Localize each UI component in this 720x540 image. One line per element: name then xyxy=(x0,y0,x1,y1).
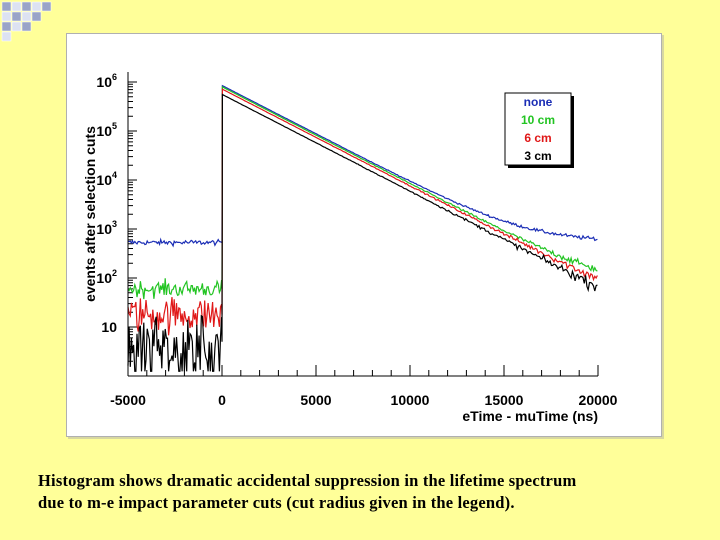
caption: Histogram shows dramatic accidental supp… xyxy=(38,470,708,514)
checker-cell xyxy=(1,1,12,12)
x-tick-label: 15000 xyxy=(485,392,524,408)
lifetime-spectrum-chart: 10 102 103 104 105 106 events after selection … xyxy=(82,72,618,424)
series-line-2 xyxy=(127,85,598,300)
legend-shadow-bottom xyxy=(508,165,574,168)
caption-line-2: due to m-e impact parameter cuts (cut ra… xyxy=(38,493,515,512)
checker-cell xyxy=(11,11,22,22)
y-tick-label: 103 xyxy=(96,219,117,237)
checker-cell xyxy=(41,1,52,12)
legend-entry: 6 cm xyxy=(524,131,551,145)
y-tick-label: 104 xyxy=(96,170,117,188)
checker-cell xyxy=(1,31,12,42)
legend: none 10 cm 6 cm 3 cm xyxy=(504,92,574,168)
y-axis-label: events after selection cuts xyxy=(82,126,98,302)
legend-entry: 3 cm xyxy=(524,149,551,163)
checker-cell xyxy=(1,11,12,22)
x-tick-label: 5000 xyxy=(300,392,331,408)
legend-entry: none xyxy=(524,95,553,109)
checker-cell xyxy=(31,11,42,22)
checker-cell xyxy=(21,1,32,12)
series-group xyxy=(127,84,598,372)
legend-entry: 10 cm xyxy=(521,113,555,127)
series-line-4 xyxy=(127,93,598,372)
checker-cell xyxy=(11,1,22,12)
plot-frame: 10 102 103 104 105 106 events after selection … xyxy=(66,33,662,437)
y-tick-label: 102 xyxy=(96,268,117,286)
x-tick-label: 0 xyxy=(218,392,226,408)
checker-cell xyxy=(21,21,32,32)
x-tick-label: 10000 xyxy=(391,392,430,408)
checker-cell xyxy=(21,11,32,22)
checker-decoration xyxy=(1,1,52,42)
series-line-1 xyxy=(127,84,598,248)
caption-line-1: Histogram shows dramatic accidental supp… xyxy=(38,471,577,490)
y-tick-label: 10 xyxy=(101,319,117,335)
x-tick-label: -5000 xyxy=(110,392,146,408)
series-line-3 xyxy=(127,88,598,336)
checker-cell xyxy=(11,21,22,32)
y-tick-label: 105 xyxy=(96,121,117,139)
x-tick-label: 20000 xyxy=(579,392,618,408)
checker-cell xyxy=(1,21,12,32)
y-axis: 10 102 103 104 105 106 events after selection … xyxy=(82,72,137,377)
y-tick-label: 106 xyxy=(96,72,117,90)
checker-cell xyxy=(31,1,42,12)
x-axis-label: eTime - muTime (ns) xyxy=(462,408,598,424)
legend-shadow-right xyxy=(571,96,574,168)
